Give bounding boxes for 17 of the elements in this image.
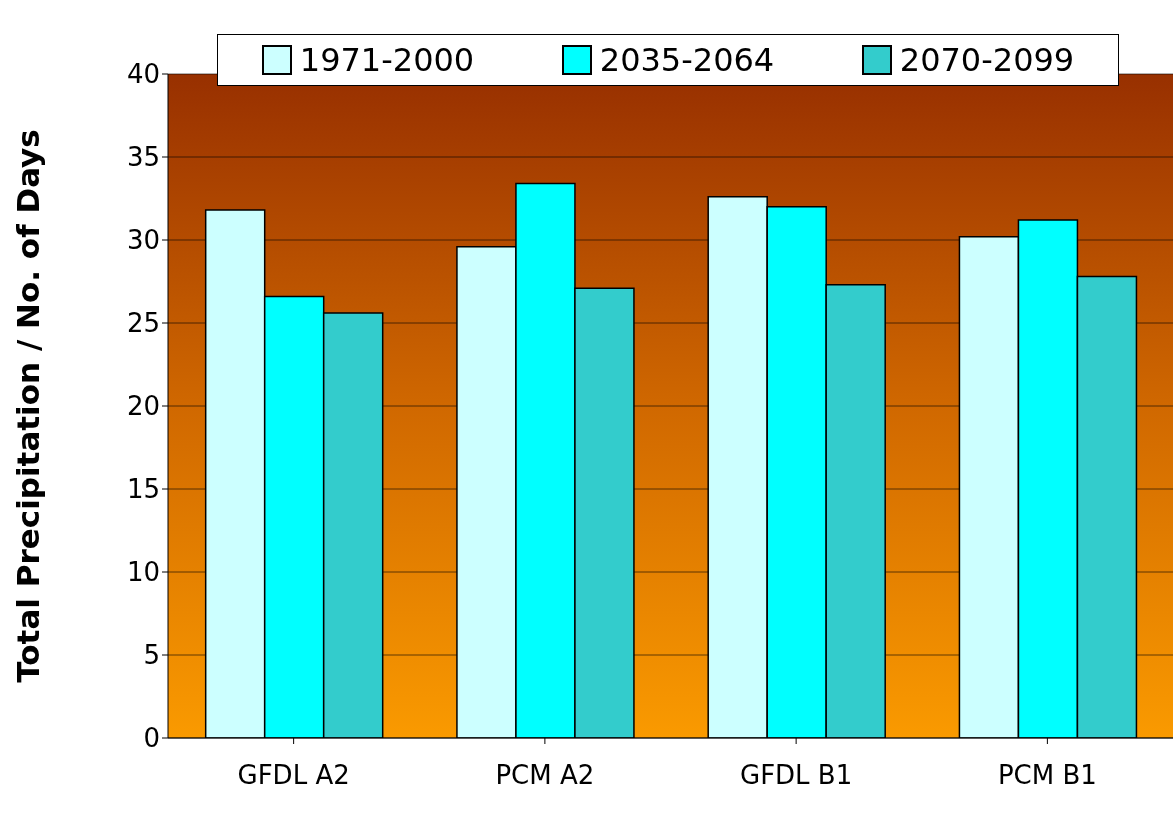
y-tick-label: 25	[126, 308, 160, 339]
y-tick-label: 35	[126, 142, 160, 173]
y-tick-label: 30	[126, 225, 160, 256]
y-axis-title: Total Precipitation / No. of Days	[10, 129, 47, 683]
legend-label: 2070-2099	[898, 41, 1075, 79]
y-tick-label: 10	[126, 557, 160, 588]
y-tick-label: 20	[126, 391, 160, 422]
y-tick-label: 0	[143, 723, 160, 754]
y-tick-label: 15	[126, 474, 160, 505]
x-tick-label: GFDL B1	[739, 760, 853, 791]
x-tick-label: PCM A2	[495, 760, 595, 791]
y-tick-label: 5	[143, 640, 160, 671]
legend-label: 1971-2000	[298, 41, 475, 79]
y-tick-label: 40	[126, 59, 160, 90]
x-tick-label: GFDL A2	[237, 760, 350, 791]
legend-label: 2035-2064	[598, 41, 775, 79]
x-tick-label: PCM B1	[997, 760, 1097, 791]
